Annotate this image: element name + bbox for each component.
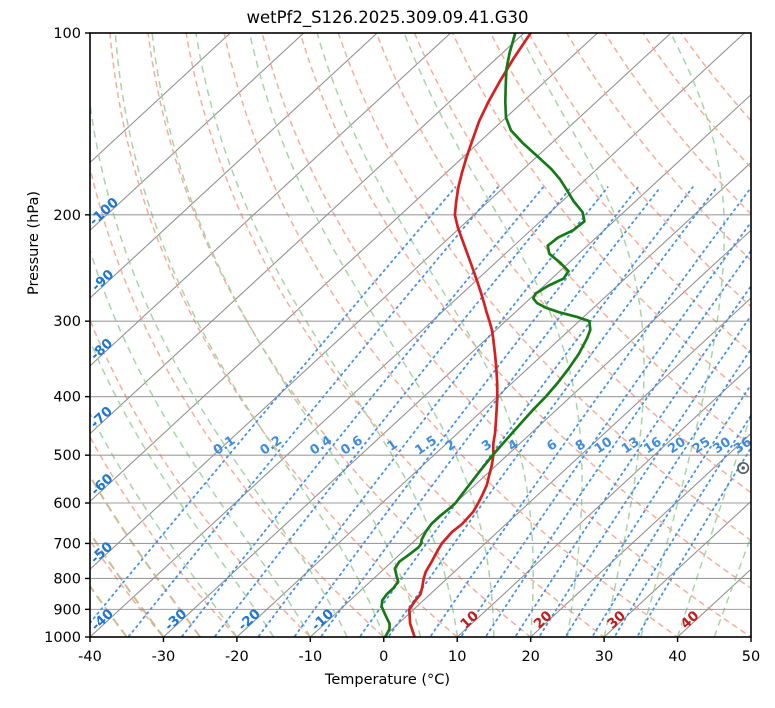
y-tick-label: 700 xyxy=(53,536,81,552)
sounding-profiles xyxy=(380,33,592,637)
x-tick-label: 20 xyxy=(521,649,539,665)
background-reference-lines xyxy=(90,33,751,637)
x-tick-label: -10 xyxy=(298,649,322,665)
y-tick-label: 100 xyxy=(53,26,81,42)
x-tick-label: 30 xyxy=(595,649,613,665)
y-tick-label: 800 xyxy=(53,571,81,587)
x-tick-label: -30 xyxy=(152,649,176,665)
y-tick-label: 1000 xyxy=(44,630,81,646)
y-tick-label: 600 xyxy=(53,496,81,512)
x-tick-label: 40 xyxy=(668,649,686,665)
mixing-ratio-label: 36 xyxy=(731,435,754,458)
dewpoint-profile xyxy=(380,33,592,637)
y-tick-label: 400 xyxy=(53,390,81,406)
y-tick-label: 900 xyxy=(53,602,81,618)
y-tick-label: 500 xyxy=(53,448,81,464)
lcl-marker xyxy=(737,461,750,474)
y-tick-label: 300 xyxy=(53,314,81,330)
marker-dot xyxy=(741,466,745,470)
plot-frame xyxy=(89,32,752,638)
marker-ring xyxy=(737,461,750,474)
x-tick-label: -40 xyxy=(78,649,102,665)
y-tick-label: 200 xyxy=(53,208,81,224)
x-tick-label: 50 xyxy=(742,649,760,665)
temperature-profile xyxy=(407,33,533,637)
x-tick-label: 0 xyxy=(379,649,388,665)
chart-title: wetPf2_S126.2025.309.09.41.G30 xyxy=(246,8,529,27)
x-axis-label: Temperature (°C) xyxy=(324,672,451,688)
x-tick-label: 10 xyxy=(448,649,466,665)
plot-background xyxy=(90,33,751,637)
x-tick-label: -20 xyxy=(225,649,249,665)
